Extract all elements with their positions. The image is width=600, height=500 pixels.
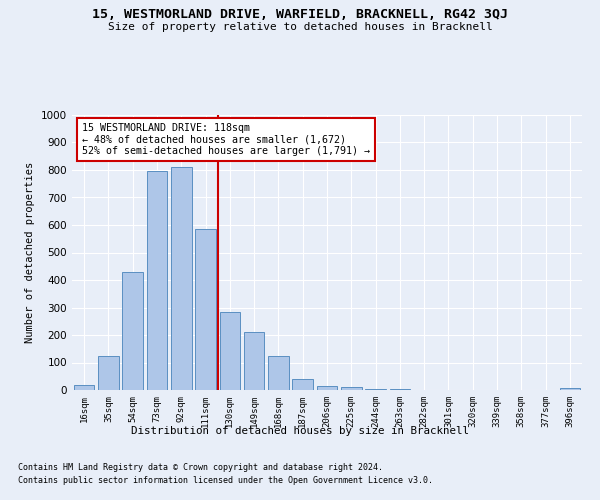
Bar: [195, 229, 216, 390]
Bar: [560, 388, 580, 390]
Text: Contains HM Land Registry data © Crown copyright and database right 2024.: Contains HM Land Registry data © Crown c…: [18, 462, 383, 471]
Bar: [389, 388, 410, 390]
Bar: [220, 312, 240, 390]
Text: 15, WESTMORLAND DRIVE, WARFIELD, BRACKNELL, RG42 3QJ: 15, WESTMORLAND DRIVE, WARFIELD, BRACKNE…: [92, 8, 508, 20]
Text: 15 WESTMORLAND DRIVE: 118sqm
← 48% of detached houses are smaller (1,672)
52% of: 15 WESTMORLAND DRIVE: 118sqm ← 48% of de…: [82, 123, 370, 156]
Bar: [341, 387, 362, 390]
Bar: [365, 388, 386, 390]
Text: Distribution of detached houses by size in Bracknell: Distribution of detached houses by size …: [131, 426, 469, 436]
Bar: [171, 167, 191, 390]
Bar: [292, 379, 313, 390]
Text: Size of property relative to detached houses in Bracknell: Size of property relative to detached ho…: [107, 22, 493, 32]
Bar: [98, 356, 119, 390]
Bar: [244, 332, 265, 390]
Bar: [122, 272, 143, 390]
Bar: [268, 356, 289, 390]
Y-axis label: Number of detached properties: Number of detached properties: [25, 162, 35, 343]
Bar: [146, 172, 167, 390]
Bar: [317, 386, 337, 390]
Text: Contains public sector information licensed under the Open Government Licence v3: Contains public sector information licen…: [18, 476, 433, 485]
Bar: [74, 385, 94, 390]
